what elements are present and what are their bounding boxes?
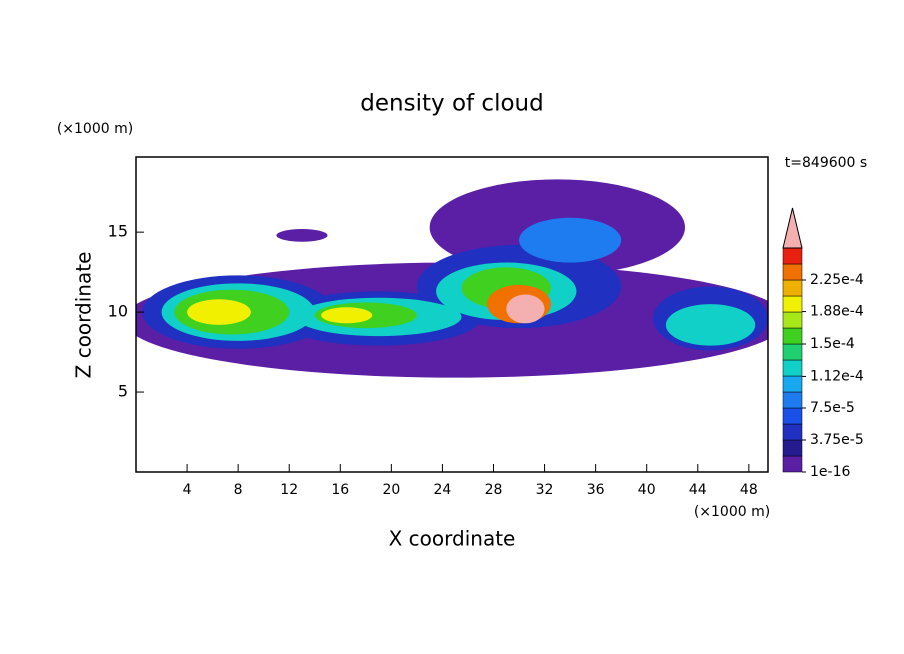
colorbar-label: 1.5e-4	[810, 336, 855, 352]
colorbar-extension	[782, 207, 803, 249]
colorbar-label: 1.12e-4	[810, 368, 864, 384]
colorbar-band	[782, 439, 803, 457]
x-tick-label: 16	[331, 482, 349, 498]
contour-region	[321, 307, 373, 324]
colorbar-band	[782, 295, 803, 313]
x-tick-label: 20	[382, 482, 400, 498]
y-tick-label: 10	[108, 302, 128, 321]
y-tick-label: 5	[118, 382, 128, 401]
colorbar-label: 7.5e-5	[810, 400, 855, 416]
x-unit: (×1000 m)	[694, 504, 770, 520]
time-annotation: t=849600 s	[785, 155, 867, 171]
chart-title: density of cloud	[360, 91, 543, 117]
colorbar-band	[782, 343, 803, 361]
colorbar-band	[782, 455, 803, 473]
x-tick-label: 12	[280, 482, 298, 498]
colorbar-label: 3.75e-5	[810, 432, 864, 448]
contour-region	[506, 294, 545, 324]
x-tick-label: 4	[183, 482, 192, 498]
colorbar-band	[782, 423, 803, 441]
x-tick-label: 44	[689, 482, 707, 498]
colorbar-band	[782, 391, 803, 409]
colorbar-band	[782, 375, 803, 393]
x-tick-label: 36	[587, 482, 605, 498]
colorbar-band	[782, 263, 803, 281]
y-tick-label: 15	[108, 222, 128, 241]
x-tick-label: 28	[485, 482, 503, 498]
colorbar-band	[782, 359, 803, 377]
colorbar-band	[782, 247, 803, 265]
colorbar-band	[782, 327, 803, 345]
contour-field	[136, 179, 768, 378]
y-axis-label: Z coordinate	[72, 252, 96, 379]
contour-region	[519, 217, 622, 263]
colorbar-band	[782, 407, 803, 425]
plot-frame	[135, 156, 769, 473]
colorbar-label: 1.88e-4	[810, 304, 864, 320]
colorbar-band	[782, 279, 803, 297]
y-unit: (×1000 m)	[57, 121, 133, 137]
colorbar-band	[782, 311, 803, 329]
contour-region	[665, 304, 756, 346]
x-axis-label: X coordinate	[389, 527, 516, 551]
x-tick-label: 40	[638, 482, 656, 498]
colorbar-label: 1e-16	[810, 464, 850, 480]
contour-region	[187, 299, 251, 325]
x-tick-label: 8	[234, 482, 243, 498]
x-tick-label: 48	[740, 482, 758, 498]
x-tick-label: 32	[536, 482, 554, 498]
x-tick-label: 24	[434, 482, 452, 498]
colorbar-label: 2.25e-4	[810, 272, 864, 288]
contour-region	[276, 228, 328, 242]
colorbar: 1e-16 3.75e-5 7.5e-5 1.12e-4 1.5e-4 1.88e-4 2.…	[782, 207, 864, 480]
